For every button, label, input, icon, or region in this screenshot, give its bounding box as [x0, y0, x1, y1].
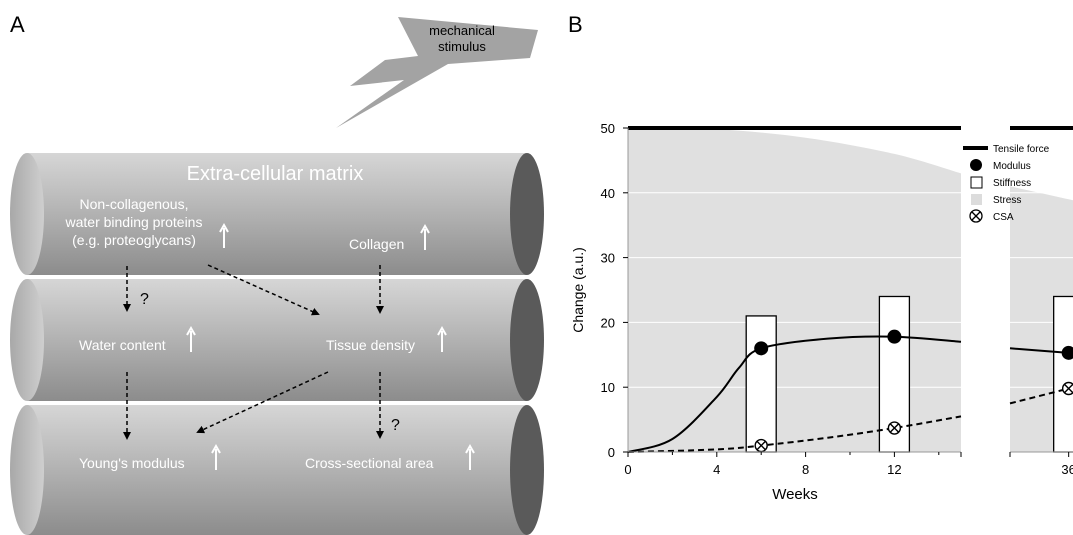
collagen-label: Collagen: [349, 236, 404, 252]
y-tick-label-50: 50: [601, 121, 615, 136]
panel-a-label: A: [10, 12, 25, 37]
csa-marker-week-36: [1061, 381, 1073, 396]
cross-sectional-area-label: Cross-sectional area: [305, 455, 434, 471]
arrow-density-to-modulus: [196, 371, 329, 434]
csa-marker-cross: [889, 423, 899, 433]
x-axis-title: Weeks: [772, 486, 818, 503]
collagen-up-arrow-icon: [420, 223, 430, 250]
tube-bottom: [10, 405, 544, 535]
legend-stress-label: Stress: [993, 195, 1021, 206]
tube-extracellular-matrix: [10, 153, 544, 275]
legend-stiffness-label: Stiffness: [993, 178, 1031, 189]
question-mark-1: ?: [140, 291, 149, 308]
x-tick-label-36: 36: [1061, 462, 1073, 477]
stiffness-bar-week-6: [745, 315, 777, 453]
modulus-marker-week-6: [754, 341, 769, 356]
noncollagenous-line3: (e.g. proteoglycans): [72, 232, 196, 248]
stimulus-label-line2: stimulus: [438, 39, 486, 54]
water-content-up-arrow-icon: [186, 325, 196, 352]
x-tick-label-12: 12: [887, 462, 901, 477]
noncollagenous-line2: water binding proteins: [65, 214, 203, 230]
csa-marker-week-12: [887, 421, 902, 435]
legend-tensile-force-label: Tensile force: [993, 144, 1050, 155]
stress-area-left: [628, 128, 961, 452]
legend-csa-label: CSA: [993, 212, 1014, 223]
panel-b: B 0 10 20 30 40 50 0 4 8 12 36 Change (a.u.) Weeks…: [568, 12, 1073, 503]
x-tick-label-4: 4: [713, 462, 720, 477]
stiffness-bar-week-36: [1053, 295, 1073, 453]
legend-stiffness-swatch: [970, 176, 983, 189]
question-mark-2: ?: [391, 417, 400, 434]
modulus-marker-week-36: [1061, 345, 1073, 360]
panel-b-label: B: [568, 12, 583, 37]
y-tick-label-0: 0: [608, 445, 615, 460]
y-tick-label-40: 40: [601, 186, 615, 201]
youngs-modulus-label: Young's modulus: [79, 455, 185, 471]
modulus-marker-week-12: [887, 329, 902, 344]
panel-a: A mechanical stimulus Extra-cellular mat…: [10, 12, 544, 535]
tissue-density-up-arrow-icon: [437, 325, 447, 352]
tube-middle: [10, 279, 544, 401]
noncollagenous-line1: Non-collagenous,: [80, 196, 189, 212]
legend-modulus-swatch: [970, 159, 982, 171]
legend-csa-swatch: [969, 209, 983, 223]
stress-area-layer: [628, 128, 1073, 452]
y-tick-label-10: 10: [601, 380, 615, 395]
legend-stress-swatch: [971, 194, 982, 205]
water-content-label: Water content: [79, 337, 166, 353]
axis-ticks: 0 10 20 30 40 50 0 4 8 12 36: [601, 121, 1073, 477]
legend: Tensile force Modulus Stiffness Stress C…: [963, 144, 1050, 223]
csa-marker-cross: [1064, 384, 1073, 393]
mechanical-stimulus-bolt: [336, 17, 538, 128]
csa-marker-week-6: [754, 438, 768, 453]
x-tick-label-0: 0: [624, 462, 631, 477]
csa-marker-cross: [756, 441, 766, 451]
cross-sectional-area-up-arrow-icon: [465, 443, 475, 470]
ecm-title: Extra-cellular matrix: [187, 163, 364, 185]
y-tick-label-30: 30: [601, 251, 615, 266]
youngs-modulus-up-arrow-icon: [211, 443, 221, 470]
x-tick-label-8: 8: [802, 462, 809, 477]
y-tick-label-20: 20: [601, 315, 615, 330]
tissue-density-label: Tissue density: [326, 337, 415, 353]
stimulus-label-line1: mechanical: [429, 23, 495, 38]
plot-series: [627, 126, 1073, 453]
legend-modulus-label: Modulus: [993, 161, 1031, 172]
y-axis-title: Change (a.u.): [570, 247, 586, 333]
arrow-proteins-to-density: [207, 264, 320, 316]
noncollagenous-up-arrow-icon: [219, 222, 229, 248]
